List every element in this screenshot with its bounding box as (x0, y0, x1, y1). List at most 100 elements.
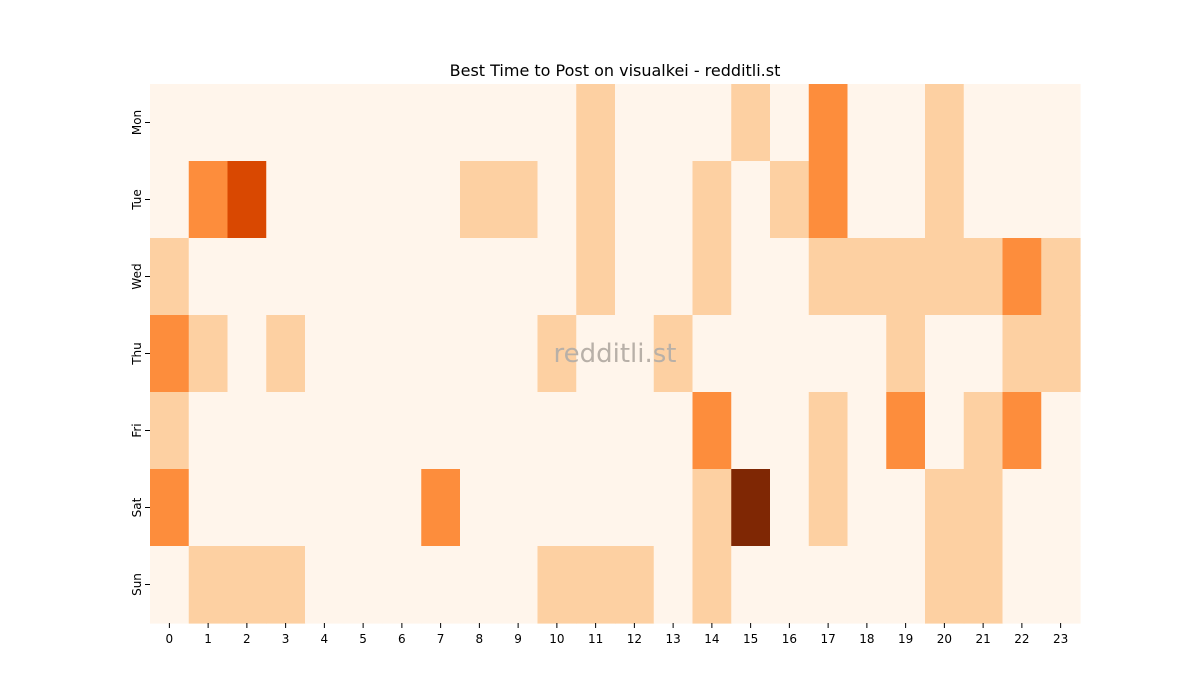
x-tick-label: 19 (898, 632, 913, 646)
heatmap-cell-thu-3 (266, 315, 306, 393)
heatmap-cell-tue-0 (150, 161, 190, 239)
heatmap-cell-sat-22 (1002, 469, 1042, 547)
heatmap-cell-sat-11 (576, 469, 616, 547)
heatmap-cell-fri-12 (615, 392, 655, 470)
x-tick-label: 17 (820, 632, 835, 646)
heatmap-cell-fri-22 (1002, 392, 1042, 470)
x-tick-label: 6 (398, 632, 406, 646)
heatmap-cell-sat-13 (653, 469, 694, 547)
heatmap-cell-tue-7 (421, 161, 461, 239)
heatmap-cell-wed-21 (963, 238, 1004, 316)
heatmap-cell-thu-17 (808, 315, 849, 393)
x-tick-label: 9 (514, 632, 522, 646)
heatmap-cell-wed-16 (770, 238, 810, 316)
x-tick-label: 16 (782, 632, 797, 646)
heatmap-cell-tue-4 (305, 161, 345, 239)
heatmap-cell-sun-8 (460, 546, 500, 624)
heatmap-cell-sun-21 (963, 546, 1004, 624)
heatmap-cell-sat-2 (227, 469, 267, 547)
heatmap-cell-mon-1 (188, 84, 229, 162)
heatmap-cell-sun-16 (770, 546, 810, 624)
heatmap-cell-fri-4 (305, 392, 345, 470)
heatmap-cell-sun-20 (925, 546, 965, 624)
x-tick-label: 5 (359, 632, 367, 646)
heatmap-cell-wed-17 (808, 238, 849, 316)
heatmap-cell-fri-19 (886, 392, 926, 470)
heatmap-cell-sat-8 (460, 469, 500, 547)
heatmap-cell-thu-18 (847, 315, 887, 393)
heatmap-cell-sat-7 (421, 469, 461, 547)
heatmap-cell-sun-19 (886, 546, 926, 624)
x-tick-label: 21 (975, 632, 990, 646)
heatmap-cell-sat-1 (188, 469, 229, 547)
x-tick-label: 8 (476, 632, 484, 646)
heatmap-cell-thu-12 (615, 315, 655, 393)
heatmap-cell-thu-1 (188, 315, 229, 393)
heatmap-cell-mon-17 (808, 84, 849, 162)
heatmap-cell-mon-9 (498, 84, 539, 162)
heatmap-cell-wed-9 (498, 238, 539, 316)
heatmap-cell-sun-5 (343, 546, 384, 624)
heatmap-cell-sun-22 (1002, 546, 1042, 624)
heatmap-cell-sun-12 (615, 546, 655, 624)
chart-title: Best Time to Post on visualkei - redditl… (450, 61, 781, 80)
heatmap-cell-tue-6 (382, 161, 422, 239)
heatmap-cell-wed-4 (305, 238, 345, 316)
y-tick-label: Wed (130, 263, 144, 289)
heatmap-cell-fri-20 (925, 392, 965, 470)
x-tick-label: 7 (437, 632, 445, 646)
heatmap-cell-thu-19 (886, 315, 926, 393)
heatmap-cells (150, 84, 1081, 624)
heatmap-cell-sat-9 (498, 469, 539, 547)
heatmap-cell-fri-14 (692, 392, 732, 470)
heatmap-cell-sat-3 (266, 469, 306, 547)
heatmap-cell-mon-8 (460, 84, 500, 162)
heatmap-cell-tue-15 (731, 161, 771, 239)
heatmap-cell-mon-12 (615, 84, 655, 162)
heatmap-cell-mon-0 (150, 84, 190, 162)
x-tick-label: 22 (1014, 632, 1029, 646)
heatmap-cell-mon-15 (731, 84, 771, 162)
heatmap-cell-sat-19 (886, 469, 926, 547)
heatmap-cell-thu-16 (770, 315, 810, 393)
heatmap-cell-fri-23 (1041, 392, 1081, 470)
watermark: redditli.st (554, 339, 677, 369)
heatmap-cell-sun-2 (227, 546, 267, 624)
heatmap-cell-sat-20 (925, 469, 965, 547)
heatmap-cell-sun-11 (576, 546, 616, 624)
heatmap-cell-mon-21 (963, 84, 1004, 162)
heatmap-cell-thu-11 (576, 315, 616, 393)
heatmap-cell-fri-8 (460, 392, 500, 470)
y-tick-label: Fri (130, 423, 144, 437)
heatmap-cell-fri-0 (150, 392, 190, 470)
heatmap-cell-thu-13 (653, 315, 694, 393)
x-tick-label: 3 (282, 632, 290, 646)
y-tick-label: Sun (130, 573, 144, 596)
heatmap-cell-mon-23 (1041, 84, 1081, 162)
heatmap-cell-mon-20 (925, 84, 965, 162)
heatmap-cell-mon-22 (1002, 84, 1042, 162)
y-axis: Mon Tue Wed Thu Fri Sat Sun (130, 110, 150, 596)
heatmap-cell-fri-13 (653, 392, 694, 470)
heatmap-cell-sat-23 (1041, 469, 1081, 547)
y-tick-label: Sat (130, 497, 144, 517)
heatmap-cell-sat-14 (692, 469, 732, 547)
heatmap-cell-wed-8 (460, 238, 500, 316)
heatmap-cell-sat-4 (305, 469, 345, 547)
x-tick-label: 20 (937, 632, 952, 646)
heatmap-cell-sun-17 (808, 546, 849, 624)
x-tick-label: 1 (204, 632, 212, 646)
heatmap-cell-wed-2 (227, 238, 267, 316)
heatmap-cell-wed-1 (188, 238, 229, 316)
heatmap-cell-mon-18 (847, 84, 887, 162)
heatmap-cell-tue-9 (498, 161, 539, 239)
heatmap-cell-sat-6 (382, 469, 422, 547)
x-tick-label: 0 (166, 632, 174, 646)
heatmap-cell-sun-3 (266, 546, 306, 624)
heatmap-cell-sat-10 (537, 469, 577, 547)
heatmap-cell-tue-12 (615, 161, 655, 239)
heatmap-cell-mon-2 (227, 84, 267, 162)
x-tick-label: 10 (549, 632, 564, 646)
heatmap-cell-fri-1 (188, 392, 229, 470)
heatmap-cell-tue-17 (808, 161, 849, 239)
